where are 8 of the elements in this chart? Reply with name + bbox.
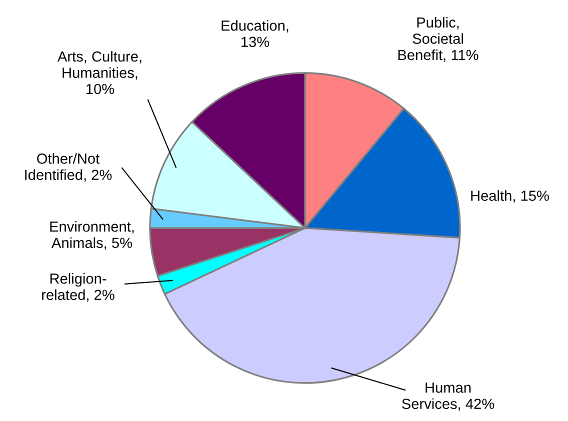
slice-label: Human Services, 42%: [402, 382, 494, 411]
slice-label: Environment, Animals, 5%: [50, 221, 134, 250]
slice-label: Education, 13%: [222, 20, 288, 48]
slice-label: Arts, Culture, Humanities, 10%: [57, 50, 142, 94]
slice-label: Other/Not Identified, 2%: [25, 153, 112, 182]
slice-label: Public, Societal Benefit, 11%: [398, 16, 478, 62]
slice-label: Religion- related, 2%: [42, 273, 114, 302]
slice-label: Health, 15%: [471, 190, 549, 203]
